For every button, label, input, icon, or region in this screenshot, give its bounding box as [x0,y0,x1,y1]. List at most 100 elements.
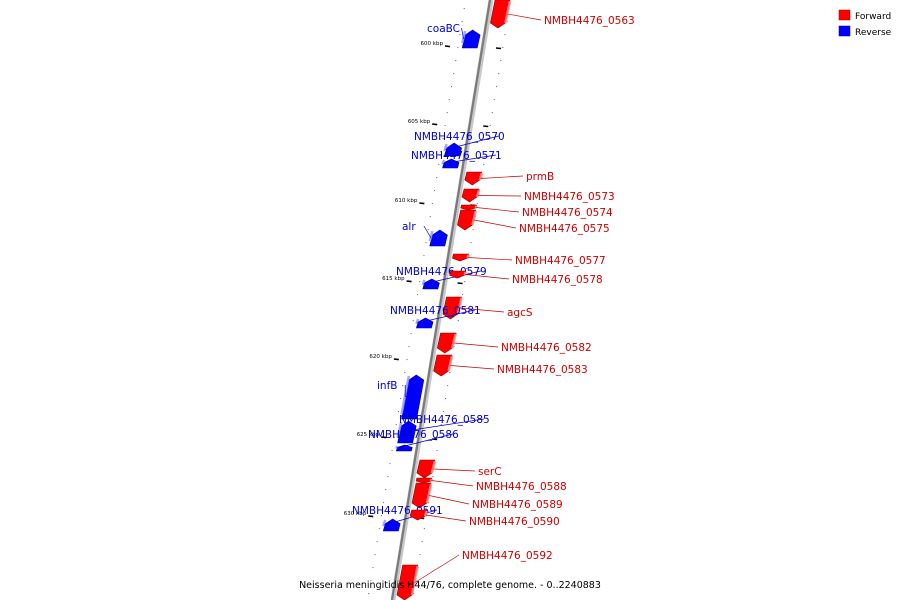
gene-label: NMBH4476_0581 [390,305,481,317]
guide-dot [483,164,485,166]
gene-leader-line [443,154,496,164]
tick-mark [368,515,374,518]
gene-highlight [443,143,448,152]
guide-dot [444,125,446,127]
gene-highlight [504,0,512,24]
gene-leader-line [429,495,470,505]
gene-feature: NMBH4476_0588 [415,477,567,493]
gene-leader-line [474,219,517,229]
tick-label: 615 kbp [382,276,405,282]
guide-dot [404,372,406,374]
guide-dot [440,424,442,426]
guide-dot [410,333,412,335]
gene-feature: NMBH4476_0583 [433,354,588,377]
gene-highlight [463,271,467,276]
gene-label: NMBH4476_0571 [411,150,502,162]
gene-leader-line [507,13,542,21]
gene-features: NMBH4476_0563 coaBC NMBH4476_0570 NMBH4476_… [352,0,635,600]
gene-leader-line [445,135,499,150]
guide-dot [500,60,502,62]
guide-dot [485,151,487,153]
guide-dot [431,203,433,205]
gene-leader-line [423,225,432,239]
guide-dot [438,164,440,166]
guide-dot [451,86,453,88]
gene-highlight [430,460,437,474]
legend: Forward Reverse [838,9,892,38]
guide-dot [455,60,457,62]
tick-mark [483,125,489,128]
guide-dot [463,8,465,10]
gene-leader-line [459,307,505,313]
guide-dot [419,554,421,556]
gene-highlight [395,445,399,450]
guide-dot [383,502,385,504]
gene-highlight [429,478,434,482]
gene-highlight [410,565,419,596]
tick-mark [419,202,425,205]
guide-dot [389,463,391,465]
genome-backbone [390,0,494,600]
guide-dot [457,47,459,49]
guide-dot [423,528,425,530]
guide-dot [455,333,457,335]
guide-dot [436,177,438,179]
guide-dot [504,34,506,36]
guide-dot [423,255,425,257]
gene-feature: NMBH4476_0581 [390,305,481,329]
gene-feature: NMBH4476_0582 [436,332,592,354]
gene-label: NMBH4476_0578 [512,274,603,286]
gene-label: NMBH4476_0577 [515,255,606,267]
guide-dot [470,242,472,244]
reverse-legend-swatch [838,25,851,37]
guide-dot [414,307,416,309]
guide-dot [395,424,397,426]
gene-leader-line [396,433,453,449]
gene-label: alr [402,221,416,233]
gene-label: NMBH4476_0585 [399,414,490,426]
forward-legend-label: Forward [855,12,891,22]
gene-feature: NMBH4476_0589 [411,482,563,511]
gene-label: NMBH4476_0592 [462,550,553,562]
gene-highlight [474,205,478,209]
tick-label: 610 kbp [395,198,418,204]
arrow-right-icon [464,171,483,186]
gene-feature: prmB [464,171,554,186]
tick-label: 600 kbp [421,41,444,47]
gene-feature: NMBH4476_0592 [396,550,553,600]
guide-dot [432,476,434,478]
gene-highlight [428,230,434,242]
gene-leader-line [417,309,475,324]
gene-label: NMBH4476_0588 [476,481,567,493]
guide-dot [419,281,421,283]
arrow-left-icon [401,374,425,420]
guide-dot [466,268,468,270]
guide-dot [368,593,370,595]
guide-dot [442,138,444,140]
guide-dot [462,294,464,296]
gene-label: NMBH4476_0574 [522,207,613,219]
gene-highlight [396,421,403,439]
guide-dot [428,502,430,504]
guide-dot [374,554,376,556]
guide-dot [417,294,419,296]
gene-leader-line [478,195,522,197]
gene-feature: NMBH4476_0590 [409,509,560,528]
guide-dot [412,320,414,322]
guide-dot [461,21,463,23]
gene-highlight [451,333,457,349]
arrow-right-icon [433,354,453,377]
arrow-right-icon [416,459,436,479]
tick-mark [457,282,463,285]
gene-feature: NMBH4476_0570 [414,131,505,157]
gene-label: NMBH4476_0563 [544,15,635,27]
gene-feature: agcS [442,296,533,320]
guide-dot [406,359,408,361]
gene-feature: NMBH4476_0585 [396,414,490,444]
gene-highlight [382,519,387,527]
arrow-left-icon [429,229,448,247]
tick-label: 625 kbp [357,432,380,438]
guide-dot [391,450,393,452]
gene-leader-line [480,175,524,179]
gene-label: NMBH4476_0589 [472,499,563,511]
